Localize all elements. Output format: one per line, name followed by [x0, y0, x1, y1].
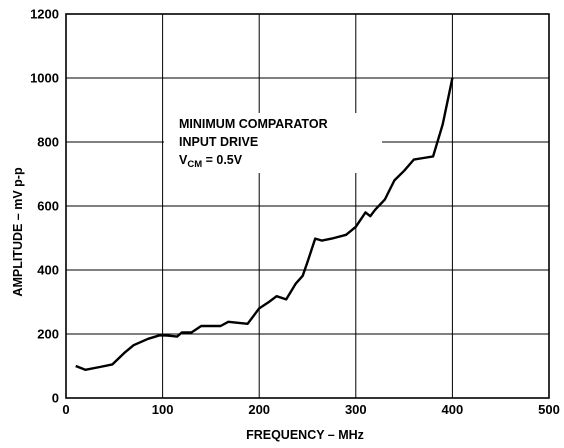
x-tick-label-200: 200 [248, 402, 270, 417]
annotation: MINIMUM COMPARATOR INPUT DRIVE VCM = 0.5… [164, 113, 382, 173]
x-tick-labels: 0 100 200 300 400 500 [62, 402, 559, 417]
annotation-vcm-subscript: CM [187, 159, 202, 170]
y-tick-label-0: 0 [52, 391, 59, 406]
series-line-amplitude [75, 77, 454, 371]
x-tick-label-500: 500 [538, 402, 560, 417]
x-tick-label-300: 300 [345, 402, 367, 417]
y-tick-label-1000: 1000 [30, 71, 59, 86]
x-tick-label-400: 400 [442, 402, 464, 417]
y-tick-label-400: 400 [37, 263, 59, 278]
x-axis-label: FREQUENCY – MHz [246, 428, 364, 442]
grid-lines [66, 14, 549, 398]
annotation-line-1: MINIMUM COMPARATOR [179, 117, 328, 131]
annotation-line-3: VCM = 0.5V [179, 153, 243, 170]
y-tick-labels: 0 200 400 600 800 1000 1200 [30, 7, 59, 406]
y-tick-label-600: 600 [37, 199, 59, 214]
y-axis-label: AMPLITUDE – mV p-p [11, 167, 25, 297]
annotation-vcm-symbol: V [179, 153, 188, 167]
y-tick-label-1200: 1200 [30, 7, 59, 22]
annotation-background [164, 113, 382, 173]
y-tick-label-800: 800 [37, 135, 59, 150]
plot-frame [65, 13, 550, 399]
y-tick-label-200: 200 [37, 327, 59, 342]
annotation-line-2: INPUT DRIVE [179, 135, 258, 149]
annotation-vcm-value: = 0.5V [202, 153, 243, 167]
x-tick-label-0: 0 [62, 402, 69, 417]
x-tick-label-100: 100 [152, 402, 174, 417]
